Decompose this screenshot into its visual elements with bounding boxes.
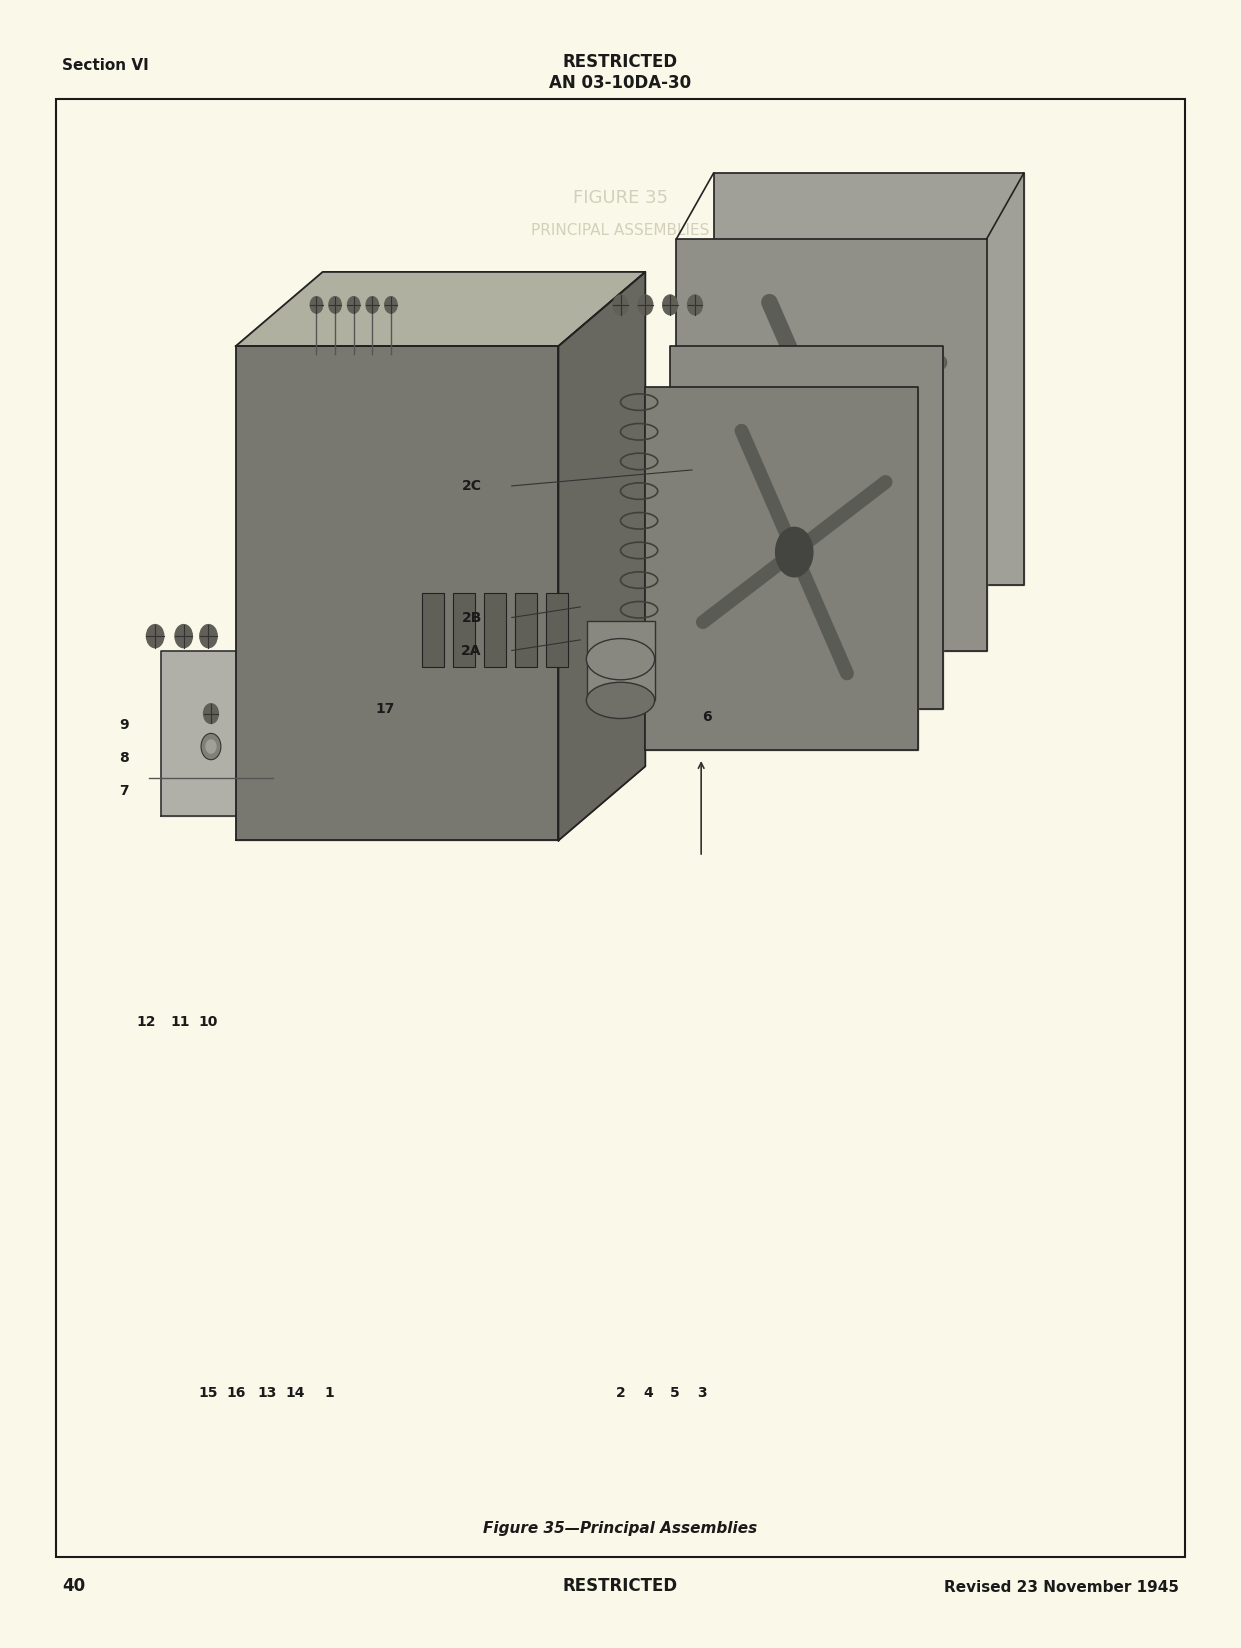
Ellipse shape xyxy=(586,682,655,719)
Circle shape xyxy=(366,297,379,313)
Circle shape xyxy=(201,733,221,760)
Text: 15: 15 xyxy=(199,1386,218,1399)
Text: 40: 40 xyxy=(62,1577,86,1595)
Polygon shape xyxy=(558,272,645,840)
Text: 2: 2 xyxy=(616,1386,625,1399)
Text: 10: 10 xyxy=(199,1015,218,1028)
Text: 14: 14 xyxy=(285,1386,305,1399)
Text: FIGURE 35: FIGURE 35 xyxy=(573,190,668,206)
Text: Figure 35—Principal Assemblies: Figure 35—Principal Assemblies xyxy=(484,1521,757,1536)
Text: 7: 7 xyxy=(119,784,129,798)
Bar xyxy=(587,621,655,700)
Polygon shape xyxy=(676,239,987,651)
Circle shape xyxy=(663,295,678,315)
Text: 17: 17 xyxy=(375,702,395,715)
Text: 13: 13 xyxy=(257,1386,277,1399)
Ellipse shape xyxy=(586,639,655,681)
Polygon shape xyxy=(236,346,558,840)
Text: 8: 8 xyxy=(119,751,129,765)
Circle shape xyxy=(385,297,397,313)
Bar xyxy=(422,593,444,667)
Text: RESTRICTED: RESTRICTED xyxy=(563,53,678,71)
Text: 6: 6 xyxy=(702,710,712,723)
Circle shape xyxy=(175,625,192,648)
Circle shape xyxy=(146,625,164,648)
Text: 16: 16 xyxy=(226,1386,246,1399)
Circle shape xyxy=(204,704,218,723)
Circle shape xyxy=(638,295,653,315)
Text: 12: 12 xyxy=(137,1015,156,1028)
Text: 2A: 2A xyxy=(462,644,482,658)
Text: 4: 4 xyxy=(643,1386,653,1399)
Circle shape xyxy=(200,625,217,648)
Text: 9: 9 xyxy=(119,719,129,732)
Bar xyxy=(484,593,506,667)
Text: Revised 23 November 1945: Revised 23 November 1945 xyxy=(944,1580,1179,1595)
Bar xyxy=(546,593,568,667)
Text: RESTRICTED: RESTRICTED xyxy=(563,1577,678,1595)
Circle shape xyxy=(347,297,360,313)
Circle shape xyxy=(329,297,341,313)
Polygon shape xyxy=(645,387,918,750)
Text: PRINCIPAL ASSEMBLIES: PRINCIPAL ASSEMBLIES xyxy=(531,222,710,239)
Polygon shape xyxy=(161,651,323,816)
Circle shape xyxy=(206,740,216,753)
Polygon shape xyxy=(670,346,943,709)
Circle shape xyxy=(613,295,628,315)
Text: 5: 5 xyxy=(670,1386,680,1399)
Polygon shape xyxy=(236,272,645,346)
Polygon shape xyxy=(273,709,323,758)
Text: AN 03-10DA-30: AN 03-10DA-30 xyxy=(550,74,691,92)
Text: 2C: 2C xyxy=(462,480,482,493)
Bar xyxy=(515,593,537,667)
Bar xyxy=(453,593,475,667)
Text: Section VI: Section VI xyxy=(62,58,149,73)
Text: 11: 11 xyxy=(170,1015,190,1028)
Circle shape xyxy=(776,527,813,577)
Circle shape xyxy=(809,415,854,475)
Polygon shape xyxy=(714,173,1024,585)
Text: 3: 3 xyxy=(697,1386,707,1399)
Circle shape xyxy=(310,297,323,313)
Text: 2B: 2B xyxy=(462,611,482,625)
Bar xyxy=(56,99,1185,1557)
Text: 1: 1 xyxy=(324,1386,334,1399)
Circle shape xyxy=(688,295,702,315)
